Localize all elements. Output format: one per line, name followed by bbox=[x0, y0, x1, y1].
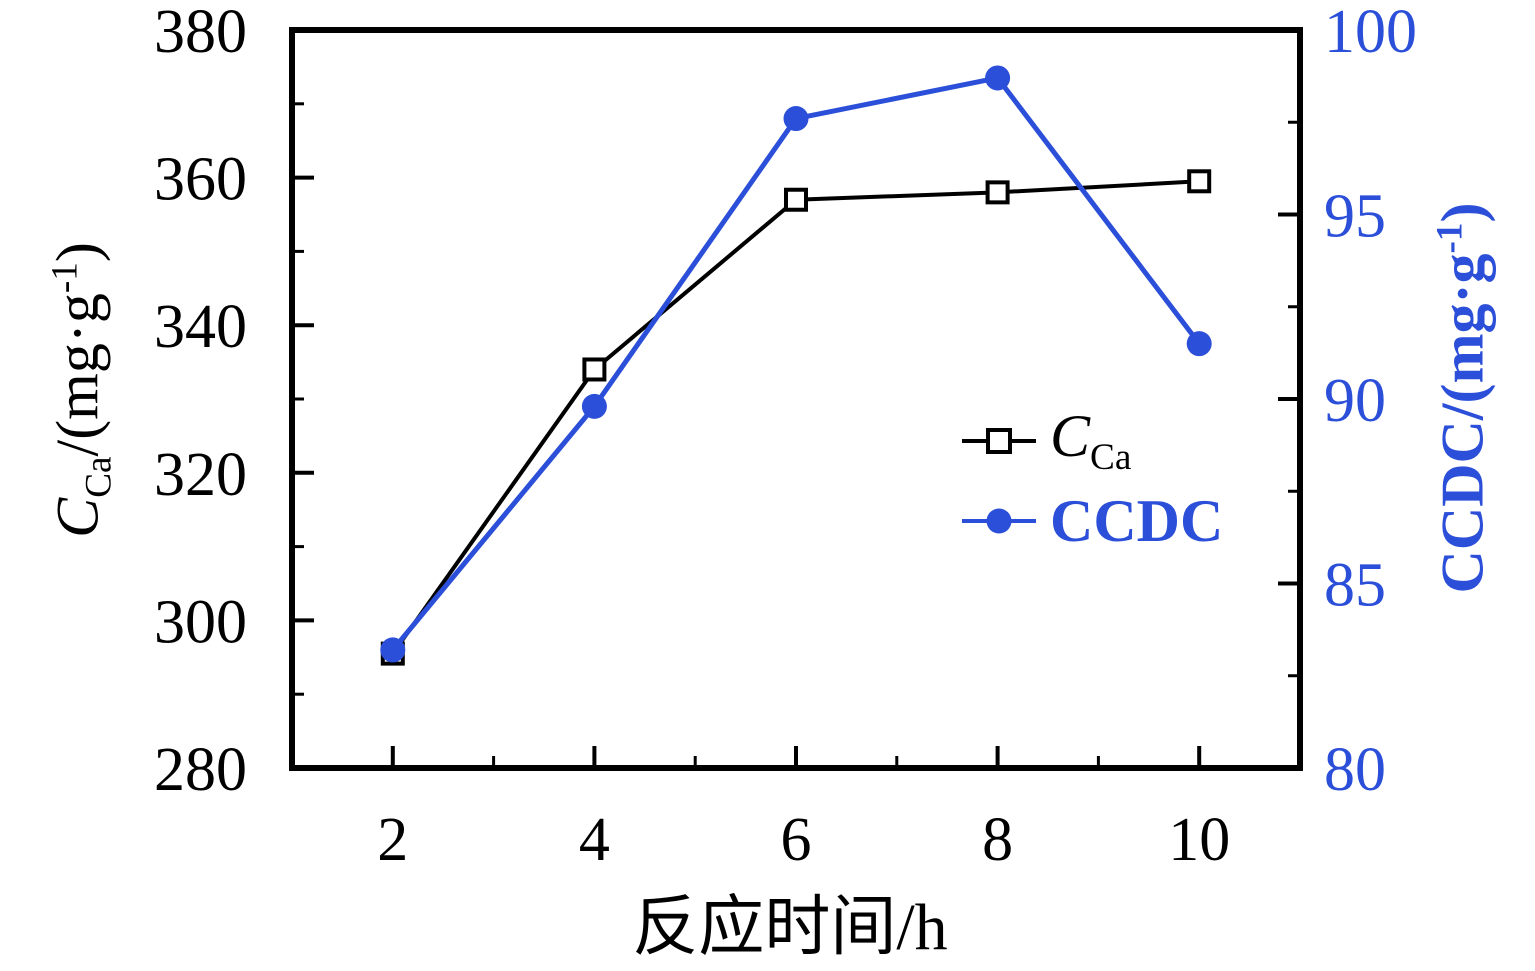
y-left-tick-label: 360 bbox=[154, 146, 247, 214]
x-tick-label: 10 bbox=[1168, 806, 1230, 874]
x-tick-label: 8 bbox=[982, 806, 1013, 874]
y-left-tick-label: 320 bbox=[154, 441, 247, 509]
legend-label-cca: CCa bbox=[1050, 406, 1131, 476]
legend-label-ccdc: CCDC bbox=[1050, 488, 1224, 554]
x-axis-label: 反应时间/h bbox=[632, 891, 948, 964]
filled-circle-marker-icon bbox=[962, 501, 1036, 541]
data-point-circle bbox=[783, 106, 809, 132]
data-point-circle bbox=[380, 637, 406, 663]
legend-circle-glyph bbox=[986, 508, 1012, 534]
legend-item-cca: CCa bbox=[962, 406, 1223, 476]
data-point-square bbox=[985, 180, 1010, 205]
legend-cca-symbol: C bbox=[1050, 402, 1091, 469]
y-left-tick-label: 300 bbox=[154, 588, 247, 656]
y-right-tick-label: 95 bbox=[1324, 183, 1386, 251]
data-point-circle bbox=[1186, 331, 1212, 357]
y-left-tick-label: 380 bbox=[154, 0, 247, 66]
open-square-marker-icon bbox=[962, 421, 1036, 461]
x-tick-label: 6 bbox=[781, 806, 812, 874]
x-tick-label: 2 bbox=[377, 806, 408, 874]
plot-frame bbox=[289, 27, 1303, 771]
y-right-label-close: ) bbox=[1429, 202, 1496, 223]
y-left-label-exponent: -1 bbox=[44, 262, 86, 294]
y-left-label-subscript: Ca bbox=[78, 456, 120, 498]
y-left-label-close: ) bbox=[44, 242, 111, 263]
data-point-square bbox=[784, 187, 808, 212]
y-right-tick-label: 80 bbox=[1324, 736, 1386, 804]
y-left-label-units: /(mg·g bbox=[44, 293, 111, 457]
y-right-tick-label: 100 bbox=[1324, 0, 1417, 66]
y-left-tick-label: 280 bbox=[154, 736, 247, 804]
y-right-label-exponent: -1 bbox=[1429, 222, 1471, 254]
data-point-circle bbox=[581, 393, 607, 419]
data-point-square bbox=[582, 357, 607, 382]
data-point-circle bbox=[985, 65, 1011, 91]
y-right-label-units: CCDC/(mg·g bbox=[1429, 253, 1496, 594]
y-right-tick-label: 85 bbox=[1324, 552, 1386, 620]
legend-square-glyph bbox=[986, 428, 1012, 454]
series-line-CCDC bbox=[390, 75, 1202, 653]
legend-cca-subscript: Ca bbox=[1090, 436, 1132, 478]
y-left-label-symbol: C bbox=[44, 497, 111, 538]
y-axis-left-label: CCa/(mg·g-1) bbox=[44, 242, 120, 538]
y-axis-right-label: CCDC/(mg·g-1) bbox=[1429, 202, 1496, 594]
data-point-square bbox=[1187, 169, 1212, 194]
y-right-tick-label: 90 bbox=[1324, 367, 1386, 435]
x-tick-label: 4 bbox=[579, 806, 610, 874]
legend: CCa CCDC bbox=[962, 406, 1223, 554]
legend-item-ccdc: CCDC bbox=[962, 488, 1223, 554]
y-left-tick-label: 340 bbox=[154, 293, 247, 361]
